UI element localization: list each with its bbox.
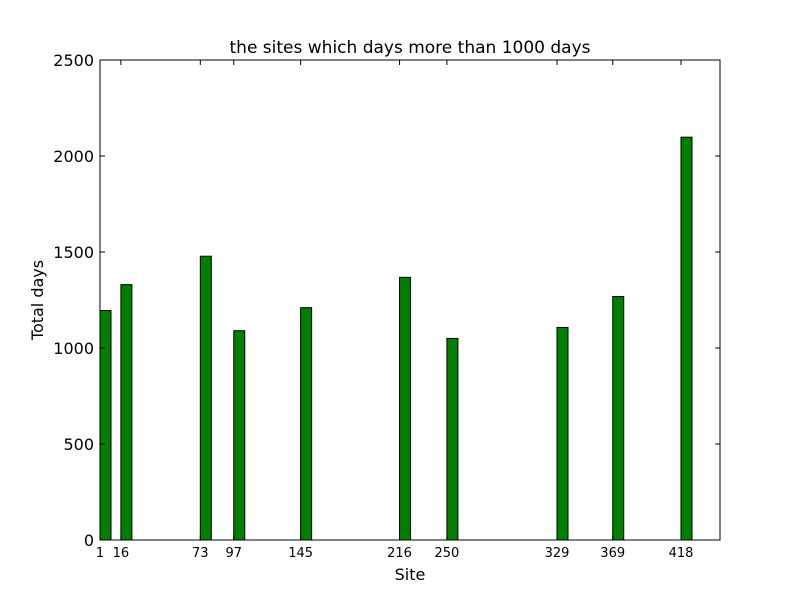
y-axis-label: Total days (28, 260, 47, 341)
x-tick-label-329: 329 (545, 546, 570, 561)
x-tick-label-145: 145 (288, 546, 313, 561)
bar-site-329 (556, 326, 569, 541)
x-tick-label-216: 216 (387, 546, 412, 561)
y-tick-label-500: 500 (63, 435, 94, 454)
bar-site-145 (300, 307, 313, 541)
y-tick-label-1000: 1000 (53, 339, 94, 358)
x-axis-label: Site (395, 565, 426, 584)
y-tick-label-1500: 1500 (53, 243, 94, 262)
y-tick-label-2000: 2000 (53, 147, 94, 166)
y-tick-label-2500: 2500 (53, 51, 94, 70)
bar-site-418 (680, 136, 693, 541)
bar-site-250 (446, 337, 459, 541)
bar-site-16 (120, 284, 133, 541)
x-axis-ticks: 1 16 73 97 145 216 250 329 369 418 (96, 60, 694, 561)
plot-frame (99, 59, 721, 541)
y-axis-ticks: 0 500 1000 1500 2000 2500 (53, 51, 720, 550)
bar-site-369 (612, 296, 625, 541)
chart-title: the sites which days more than 1000 days (230, 38, 591, 58)
x-tick-label-1: 1 (96, 546, 104, 561)
x-tick-label-73: 73 (192, 546, 209, 561)
x-tick-label-250: 250 (435, 546, 460, 561)
x-tick-label-97: 97 (225, 546, 242, 561)
x-tick-label-369: 369 (600, 546, 625, 561)
x-tick-label-16: 16 (113, 546, 130, 561)
x-tick-label-418: 418 (669, 546, 694, 561)
bar-site-73 (199, 255, 212, 541)
bar-site-1 (99, 310, 112, 541)
y-tick-label-0: 0 (84, 531, 94, 550)
bar-site-216 (399, 276, 412, 541)
bar-site-97 (233, 330, 246, 541)
